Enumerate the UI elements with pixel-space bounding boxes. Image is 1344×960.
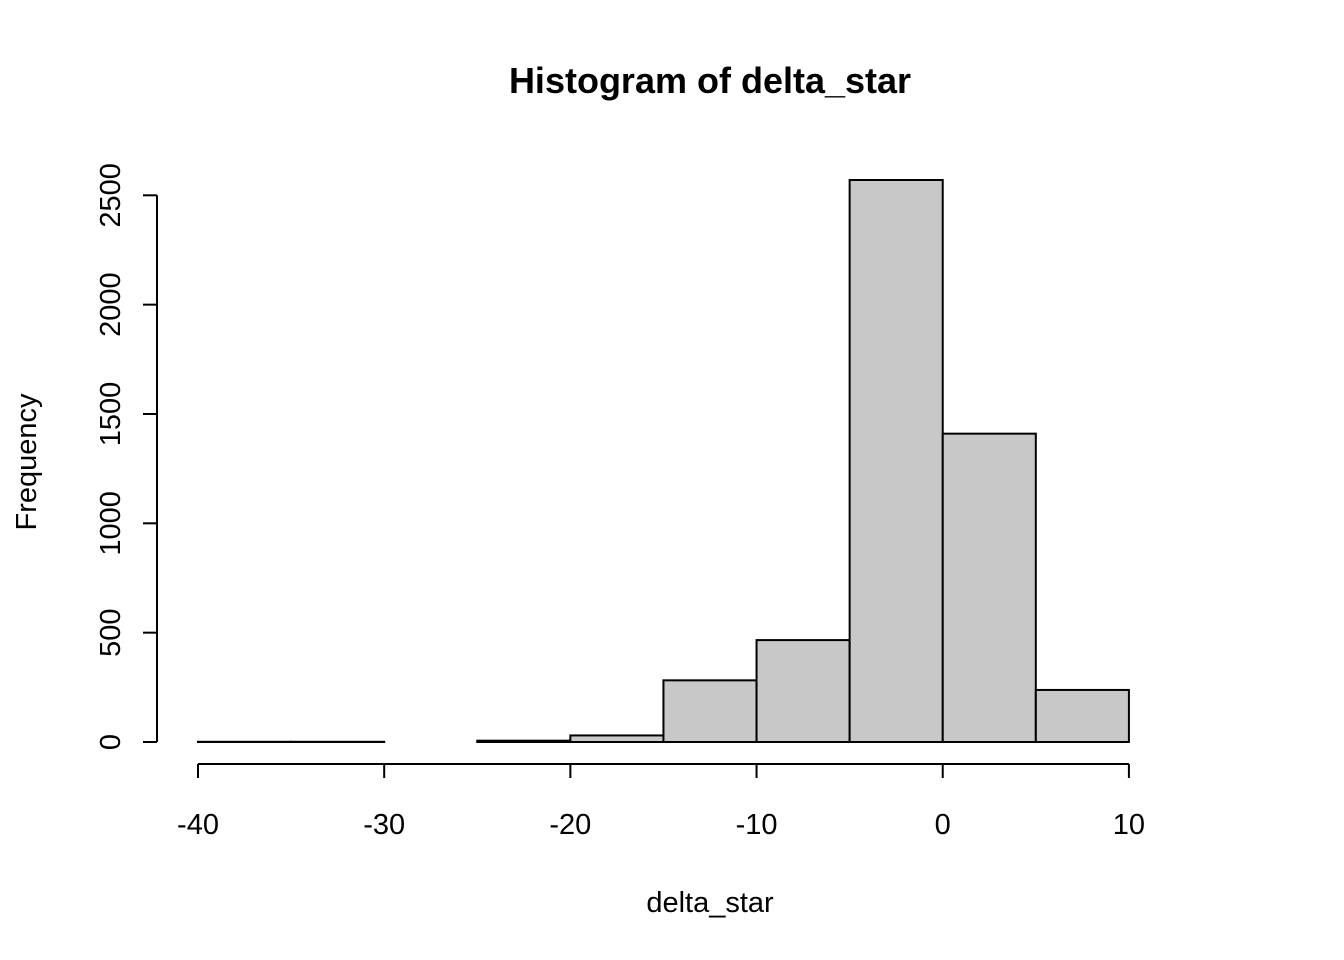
histogram-bar-9 xyxy=(1034,688,1130,743)
x-axis: -40 -30 -20 -10 0 10 xyxy=(177,763,1145,841)
y-tick-label-500: 500 xyxy=(95,608,127,656)
y-tick-label-2000: 2000 xyxy=(95,272,127,337)
x-tick-label-0: 0 xyxy=(935,809,951,841)
y-tick-label-1500: 1500 xyxy=(95,382,127,447)
y-axis-label: Frequency xyxy=(11,393,43,531)
x-tick-label--10: -10 xyxy=(736,809,778,841)
histogram-bar-3 xyxy=(476,739,572,743)
y-tick-label-2500: 2500 xyxy=(95,163,127,228)
histogram-bar-8 xyxy=(941,432,1037,743)
chart-title: Histogram of delta_star xyxy=(509,60,911,101)
y-tick-label-0: 0 xyxy=(95,734,127,750)
x-axis-label: delta_star xyxy=(646,887,774,919)
y-tick-label-1000: 1000 xyxy=(95,491,127,556)
histogram-bar-7 xyxy=(848,179,944,743)
histogram-bars xyxy=(197,179,1130,744)
histogram-bar-5 xyxy=(662,679,758,743)
histogram-bar-4 xyxy=(569,734,665,744)
x-tick-label--20: -20 xyxy=(549,809,591,841)
x-tick-label--30: -30 xyxy=(363,809,405,841)
histogram-bar-6 xyxy=(755,639,851,743)
x-tick-label-10: 10 xyxy=(1113,809,1145,841)
y-axis: 0 500 1000 1500 2000 2500 xyxy=(95,163,158,750)
x-tick-label--40: -40 xyxy=(177,809,219,841)
